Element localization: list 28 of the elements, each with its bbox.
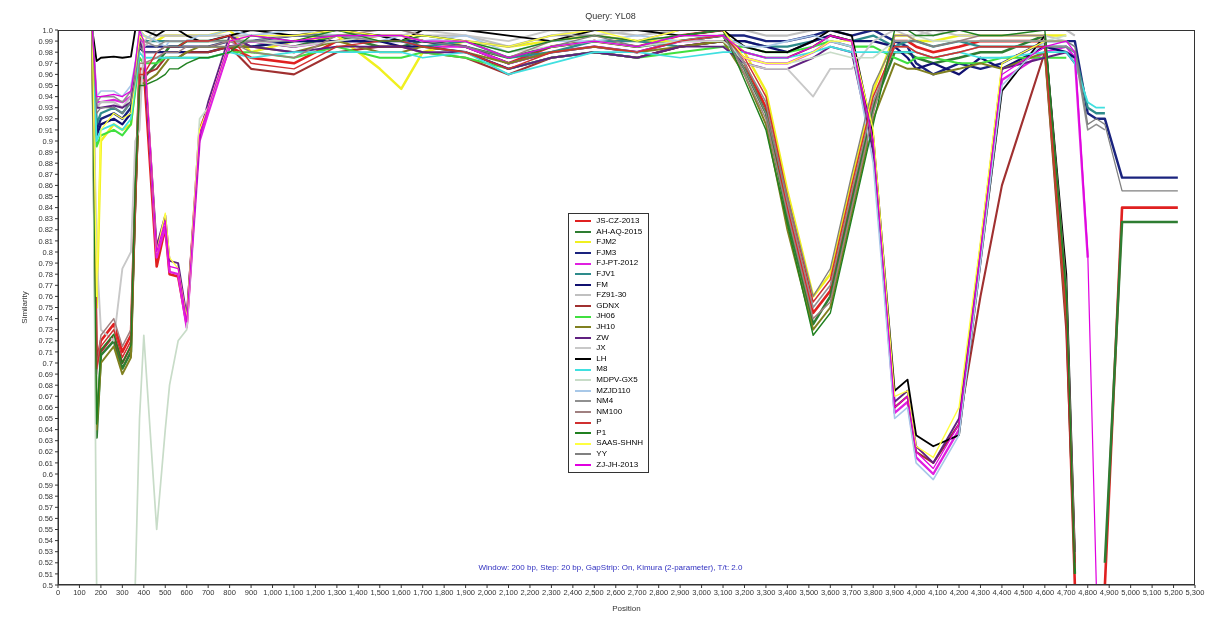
- legend-label: JH06: [596, 311, 615, 322]
- legend-label: JH10: [596, 321, 615, 333]
- legend-label: M8: [596, 364, 608, 375]
- annotation: Window: 200 bp, Step: 20 bp, GapStrip: On, Kimura (2-parameter), T/t: 2.0: [478, 563, 743, 572]
- legend-label: ZJ-JH-2013: [596, 459, 639, 471]
- legend-label: MDPV-GX5: [596, 374, 638, 386]
- legend-label: MZJD110: [596, 385, 631, 397]
- x-axis-title: Position: [612, 604, 641, 613]
- chart-title: Query: YL08: [584, 11, 637, 21]
- legend-label: NM100: [596, 406, 623, 418]
- legend-label: ZW: [596, 332, 609, 344]
- legend-label: P1: [596, 427, 607, 439]
- legend-label: AH-AQ-2015: [596, 226, 643, 238]
- legend-label: FJV1: [596, 268, 615, 280]
- legend-label: NM4: [596, 396, 614, 407]
- y-axis-title: Similarity: [19, 291, 29, 324]
- legend-label: SAAS-SHNH: [596, 438, 643, 450]
- legend-label: YY: [596, 449, 607, 460]
- legend-label: FZ91-30: [596, 290, 627, 301]
- legend-label: P: [596, 417, 602, 428]
- legend-label: JX: [596, 343, 606, 354]
- legend-label: JS-CZ-2013: [596, 216, 640, 227]
- legend-label: FJ-PT-2012: [596, 258, 639, 269]
- legend-label: FJM2: [596, 237, 617, 248]
- legend-label: FM: [596, 279, 608, 291]
- legend-label: GDNX: [596, 300, 620, 312]
- legend-label: LH: [596, 353, 607, 365]
- legend-label: FJM3: [596, 247, 617, 259]
